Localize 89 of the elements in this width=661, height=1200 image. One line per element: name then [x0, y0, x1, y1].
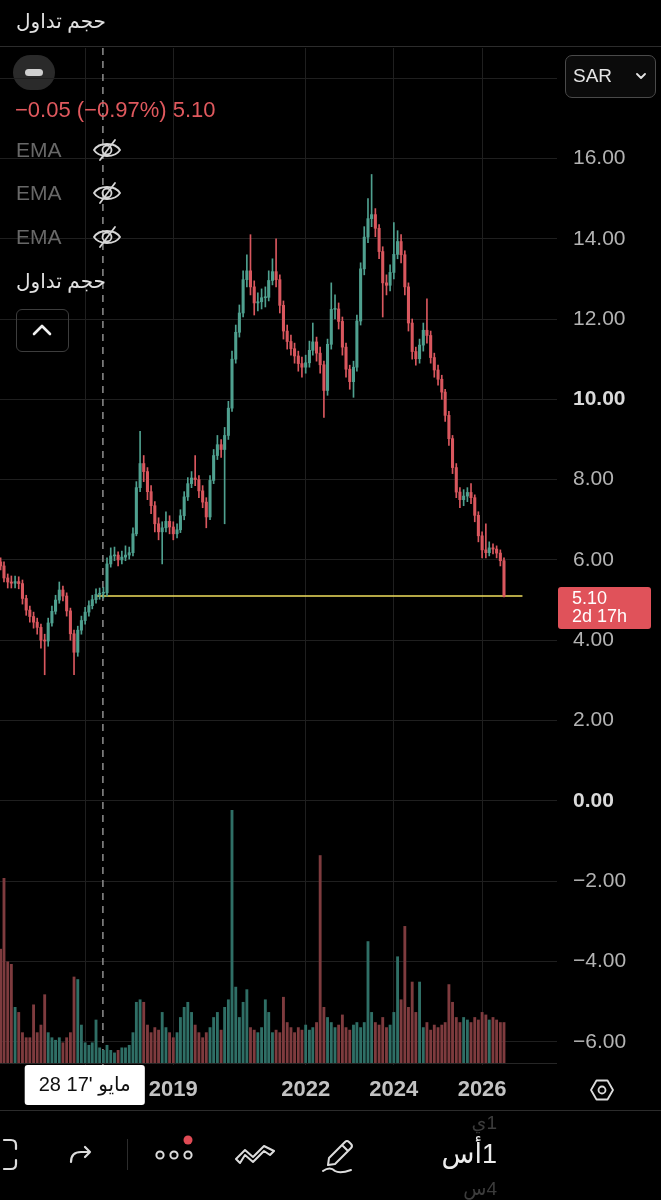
bar: [487, 1019, 491, 1063]
bar: [263, 999, 267, 1063]
bar: [296, 1027, 300, 1063]
bar: [396, 956, 400, 1063]
bar: [193, 1024, 197, 1063]
bar: [215, 1012, 219, 1063]
bar: [311, 1027, 315, 1063]
y-tick-label: 12.00: [573, 305, 626, 329]
bar: [304, 1024, 308, 1063]
y-tick-label: 10.00: [573, 386, 626, 410]
bar: [318, 855, 322, 1063]
x-tick-label: 2024: [369, 1076, 420, 1102]
y-tick-label: −2.00: [573, 867, 627, 891]
bar: [425, 1022, 429, 1063]
bar: [484, 1014, 488, 1063]
y-tick-label: 2.00: [573, 707, 614, 731]
text: 5.10: [572, 588, 608, 609]
bar: [134, 1001, 138, 1063]
y-tick-label: 14.00: [573, 225, 626, 249]
x-tick-label: 2026: [457, 1076, 507, 1102]
bar: [326, 1017, 329, 1063]
bar: [124, 1047, 127, 1063]
bar: [355, 1022, 359, 1063]
bar: [447, 984, 451, 1063]
y-tick-label: 16.00: [573, 145, 626, 169]
bar: [480, 1012, 484, 1063]
y-tick-label: 4.00: [573, 627, 614, 651]
bar: [113, 1052, 116, 1063]
bar: [352, 1024, 355, 1063]
bar: [43, 994, 47, 1063]
y-tick-label: −4.00: [573, 948, 627, 972]
bar: [498, 1022, 502, 1063]
bar: [245, 989, 249, 1063]
bar: [219, 1029, 223, 1063]
chart-title: حجم تداول: [16, 270, 106, 293]
bar: [57, 1037, 61, 1063]
bar: [348, 1029, 352, 1063]
x-tick-label: 2022: [281, 1076, 331, 1102]
text: 1ي: [471, 1112, 497, 1134]
bar: [32, 1004, 36, 1063]
bar: [138, 999, 142, 1063]
bar: [373, 1022, 377, 1063]
bar: [432, 1024, 436, 1063]
bar: [116, 1050, 120, 1063]
annotation: EMA: [16, 181, 62, 205]
bar: [403, 926, 407, 1063]
bar: [249, 1027, 252, 1063]
y-tick-label: 6.00: [573, 546, 614, 570]
ref-line-label: مايو '17 28: [38, 1072, 131, 1096]
chart-title: حجم تداول: [16, 10, 106, 33]
bar: [340, 1014, 344, 1063]
bar: [76, 979, 80, 1063]
bar: [274, 1029, 278, 1063]
bar: [17, 1012, 21, 1063]
bar: [87, 1044, 91, 1063]
bar: [153, 1027, 157, 1063]
bar: [46, 1032, 50, 1063]
bar: [142, 1001, 146, 1063]
bar: [120, 1047, 124, 1063]
bar: [282, 996, 285, 1063]
bar: [13, 1007, 17, 1063]
bar: [9, 964, 13, 1063]
annotation: −0.05 (−0.97%) 5.10: [15, 97, 216, 122]
bar: [186, 1001, 190, 1063]
bar: [473, 1017, 477, 1063]
text: 4س: [463, 1178, 497, 1200]
bar: [495, 1019, 499, 1063]
bar: [160, 1012, 164, 1063]
bar: [54, 1039, 57, 1063]
y-tick-label: −6.00: [573, 1028, 627, 1052]
bar: [462, 1017, 466, 1063]
y-tick-label: 8.00: [573, 466, 614, 490]
bar: [168, 1032, 171, 1063]
bar: [465, 1019, 469, 1063]
bar: [440, 1024, 444, 1063]
bar: [381, 1017, 385, 1063]
annotation: EMA: [16, 225, 62, 249]
bar: [418, 981, 421, 1063]
candlestick: [256, 292, 260, 312]
bar: [252, 1029, 256, 1063]
x-tick-label: 2019: [148, 1076, 198, 1102]
bar: [204, 1032, 208, 1063]
text: 2d 17h: [572, 606, 628, 627]
y-tick-label: 0.00: [573, 787, 614, 811]
annotation: EMA: [16, 138, 62, 162]
bar: [157, 1029, 160, 1063]
bar: [410, 981, 414, 1063]
bar: [307, 1029, 311, 1063]
dropdown: SAR: [565, 55, 656, 98]
